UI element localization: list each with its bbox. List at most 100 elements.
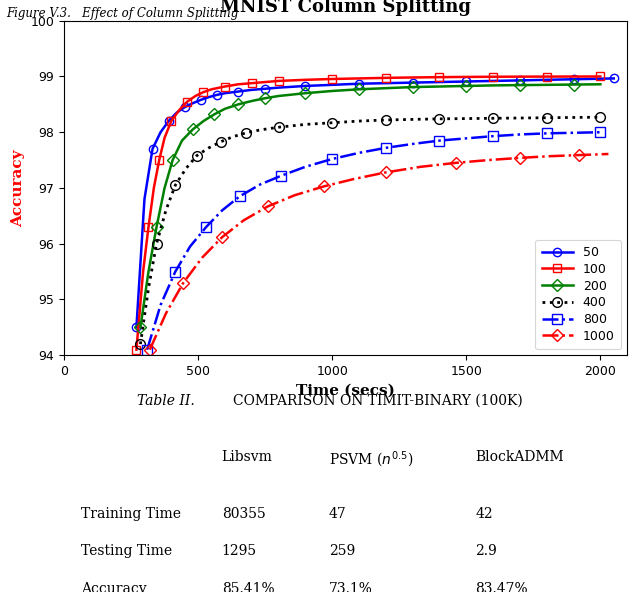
100	[409, 74, 417, 81]
50	[157, 128, 164, 136]
100	[184, 98, 191, 105]
1000	[452, 159, 460, 166]
800	[256, 181, 264, 188]
100	[382, 75, 390, 82]
50	[382, 79, 390, 86]
100	[175, 107, 183, 114]
1000	[516, 155, 524, 162]
400	[229, 133, 237, 140]
800	[277, 172, 285, 179]
100	[207, 86, 215, 93]
50	[181, 104, 189, 111]
Text: Figure V.3.   Effect of Column Splitting: Figure V.3. Effect of Column Splitting	[6, 7, 239, 20]
200	[489, 82, 497, 89]
50	[234, 88, 242, 95]
100	[275, 78, 282, 85]
400	[243, 129, 250, 136]
50	[328, 81, 336, 88]
400	[145, 285, 152, 292]
Text: 85.41%: 85.41%	[221, 582, 275, 592]
Text: 83.47%: 83.47%	[475, 582, 528, 592]
800	[436, 137, 444, 144]
400	[172, 182, 179, 189]
1000	[545, 153, 553, 160]
400	[463, 115, 470, 122]
50	[275, 84, 282, 91]
200	[355, 86, 363, 93]
400	[193, 152, 200, 159]
100	[156, 156, 163, 163]
1000	[198, 254, 206, 261]
Line: 50: 50	[132, 74, 618, 332]
Line: 100: 100	[132, 72, 605, 354]
1000	[162, 310, 170, 317]
Text: Training Time: Training Time	[81, 507, 181, 520]
Text: COMPARISON ON TIMIT-BINARY (100K): COMPARISON ON TIMIT-BINARY (100K)	[233, 394, 523, 408]
50	[141, 195, 148, 202]
1000	[264, 203, 271, 210]
800	[236, 193, 243, 200]
400	[162, 207, 170, 214]
Title: MNIST Column Splitting: MNIST Column Splitting	[220, 0, 471, 17]
100	[248, 79, 255, 86]
Line: 800: 800	[142, 127, 605, 355]
50	[164, 118, 172, 125]
50	[148, 146, 156, 153]
100	[140, 268, 147, 275]
Line: 200: 200	[136, 80, 605, 332]
50	[261, 85, 269, 92]
200	[178, 137, 186, 144]
1000	[291, 192, 298, 199]
100	[489, 73, 497, 81]
400	[217, 138, 225, 145]
50	[173, 109, 180, 116]
Text: 42: 42	[475, 507, 493, 520]
50	[355, 80, 363, 87]
200	[463, 82, 470, 89]
400	[409, 116, 417, 123]
50	[213, 91, 221, 98]
Text: 259: 259	[329, 544, 355, 558]
1000	[218, 233, 226, 240]
1000	[605, 150, 612, 157]
50	[132, 324, 140, 331]
200	[145, 268, 152, 275]
X-axis label: Time (secs): Time (secs)	[296, 384, 395, 398]
200	[248, 98, 255, 105]
100	[132, 346, 140, 353]
200	[436, 83, 444, 90]
400	[516, 114, 524, 121]
50	[489, 78, 497, 85]
200	[211, 111, 218, 118]
1000	[240, 217, 248, 224]
50	[543, 76, 550, 83]
1000	[350, 175, 358, 182]
100	[328, 75, 336, 82]
800	[328, 156, 336, 163]
400	[489, 115, 497, 122]
800	[382, 144, 390, 152]
100	[200, 89, 207, 96]
400	[182, 165, 190, 172]
800	[157, 301, 164, 308]
1000	[417, 163, 424, 170]
200	[153, 223, 161, 230]
400	[153, 240, 161, 247]
400	[570, 114, 577, 121]
800	[463, 135, 470, 142]
800	[596, 128, 604, 136]
Text: PSVM ($n^{0.5}$): PSVM ($n^{0.5}$)	[329, 450, 413, 471]
50	[463, 78, 470, 85]
200	[516, 82, 524, 89]
200	[382, 85, 390, 92]
1000	[382, 169, 390, 176]
50	[610, 75, 618, 82]
100	[301, 76, 309, 83]
50	[197, 96, 205, 104]
Text: 80355: 80355	[221, 507, 266, 520]
50	[570, 76, 577, 83]
800	[301, 163, 309, 170]
200	[189, 126, 196, 133]
100	[234, 81, 242, 88]
800	[143, 346, 151, 353]
